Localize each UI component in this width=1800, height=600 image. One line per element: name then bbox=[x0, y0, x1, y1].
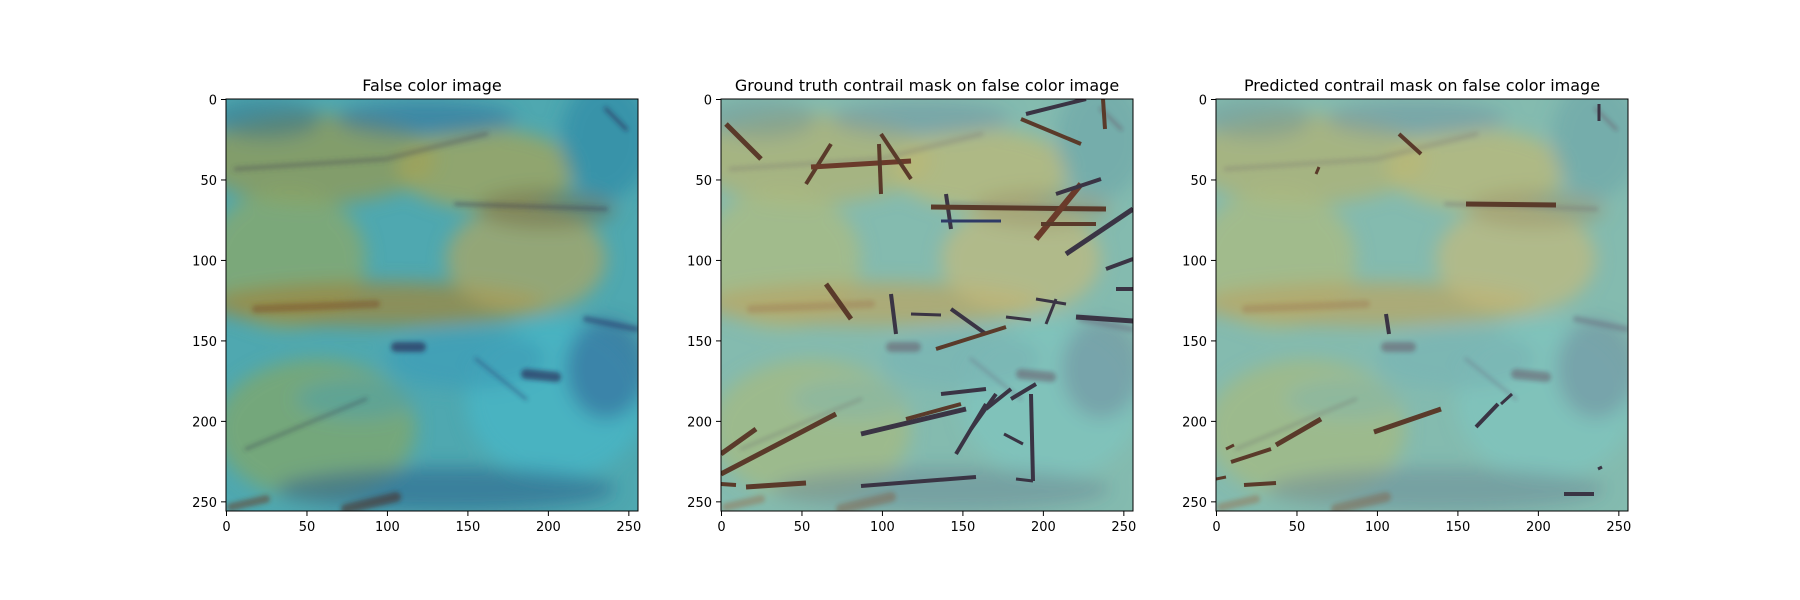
x-tick-label: 150 bbox=[1445, 520, 1470, 535]
x-tick-label: 250 bbox=[1111, 520, 1136, 535]
axes-frame bbox=[225, 98, 639, 512]
axes-frame bbox=[1215, 98, 1629, 512]
y-tick-label: 250 bbox=[192, 496, 217, 511]
x-tick-label: 150 bbox=[950, 520, 975, 535]
predicted-image bbox=[1216, 99, 1628, 511]
y-tick-label: 150 bbox=[1182, 335, 1207, 350]
false-color-image bbox=[196, 79, 651, 511]
y-tick-label: 200 bbox=[687, 415, 712, 430]
y-tick-label: 250 bbox=[687, 496, 712, 511]
x-tick-label: 50 bbox=[299, 520, 316, 535]
x-tick-label: 250 bbox=[616, 520, 641, 535]
y-tick-label: 0 bbox=[1199, 94, 1207, 109]
ground-truth-image bbox=[721, 99, 1133, 511]
x-tick-label: 250 bbox=[1606, 520, 1631, 535]
y-tick-label: 150 bbox=[687, 335, 712, 350]
y-tick-label: 250 bbox=[1182, 496, 1207, 511]
x-tick-label: 200 bbox=[536, 520, 561, 535]
y-tick-label: 200 bbox=[1182, 415, 1207, 430]
x-tick-label: 100 bbox=[1365, 520, 1390, 535]
x-tick-label: 150 bbox=[455, 520, 480, 535]
y-tick-label: 0 bbox=[704, 94, 712, 109]
x-tick-label: 0 bbox=[222, 520, 230, 535]
x-tick-label: 100 bbox=[375, 520, 400, 535]
predicted-contrail-mask bbox=[1216, 104, 1603, 496]
panel-ground-truth: Ground truth contrail mask on false colo… bbox=[687, 76, 1136, 535]
y-tick-label: 50 bbox=[695, 174, 712, 189]
y-tick-label: 50 bbox=[200, 174, 217, 189]
x-tick-label: 50 bbox=[1289, 520, 1306, 535]
y-tick-label: 100 bbox=[1182, 254, 1207, 269]
x-tick-label: 50 bbox=[794, 520, 811, 535]
y-tick-label: 100 bbox=[192, 254, 217, 269]
y-tick-label: 200 bbox=[192, 415, 217, 430]
x-tick-label: 0 bbox=[717, 520, 725, 535]
y-tick-label: 150 bbox=[192, 335, 217, 350]
panel-title: Predicted contrail mask on false color i… bbox=[1244, 76, 1600, 95]
panel-false-color: False color image 0 0 50 50 100 100 150 150 200 2… bbox=[192, 76, 651, 535]
y-tick-label: 100 bbox=[687, 254, 712, 269]
x-tick-label: 0 bbox=[1212, 520, 1220, 535]
x-tick-label: 100 bbox=[870, 520, 895, 535]
panel-title: Ground truth contrail mask on false colo… bbox=[735, 76, 1119, 95]
y-tick-label: 50 bbox=[1190, 174, 1207, 189]
x-tick-label: 200 bbox=[1526, 520, 1551, 535]
panel-title: False color image bbox=[362, 76, 502, 95]
axes-frame bbox=[720, 98, 1134, 512]
x-tick-label: 200 bbox=[1031, 520, 1056, 535]
panel-predicted: Predicted contrail mask on false color i… bbox=[1182, 76, 1631, 535]
y-tick-label: 0 bbox=[209, 94, 217, 109]
ground-truth-contrail-mask bbox=[721, 99, 1133, 490]
